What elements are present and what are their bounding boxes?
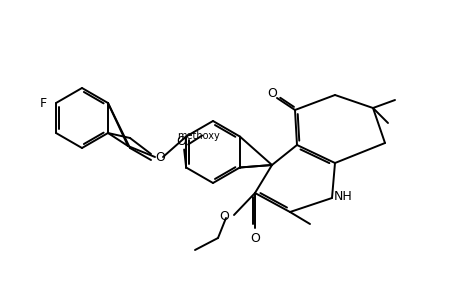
Text: F: F	[40, 97, 47, 110]
Text: O: O	[155, 151, 165, 164]
Text: O: O	[218, 209, 229, 223]
Text: O: O	[267, 86, 276, 100]
Text: O: O	[176, 135, 186, 148]
Text: O: O	[250, 232, 259, 244]
Text: NH: NH	[333, 190, 352, 203]
Text: methoxy: methoxy	[176, 130, 219, 140]
